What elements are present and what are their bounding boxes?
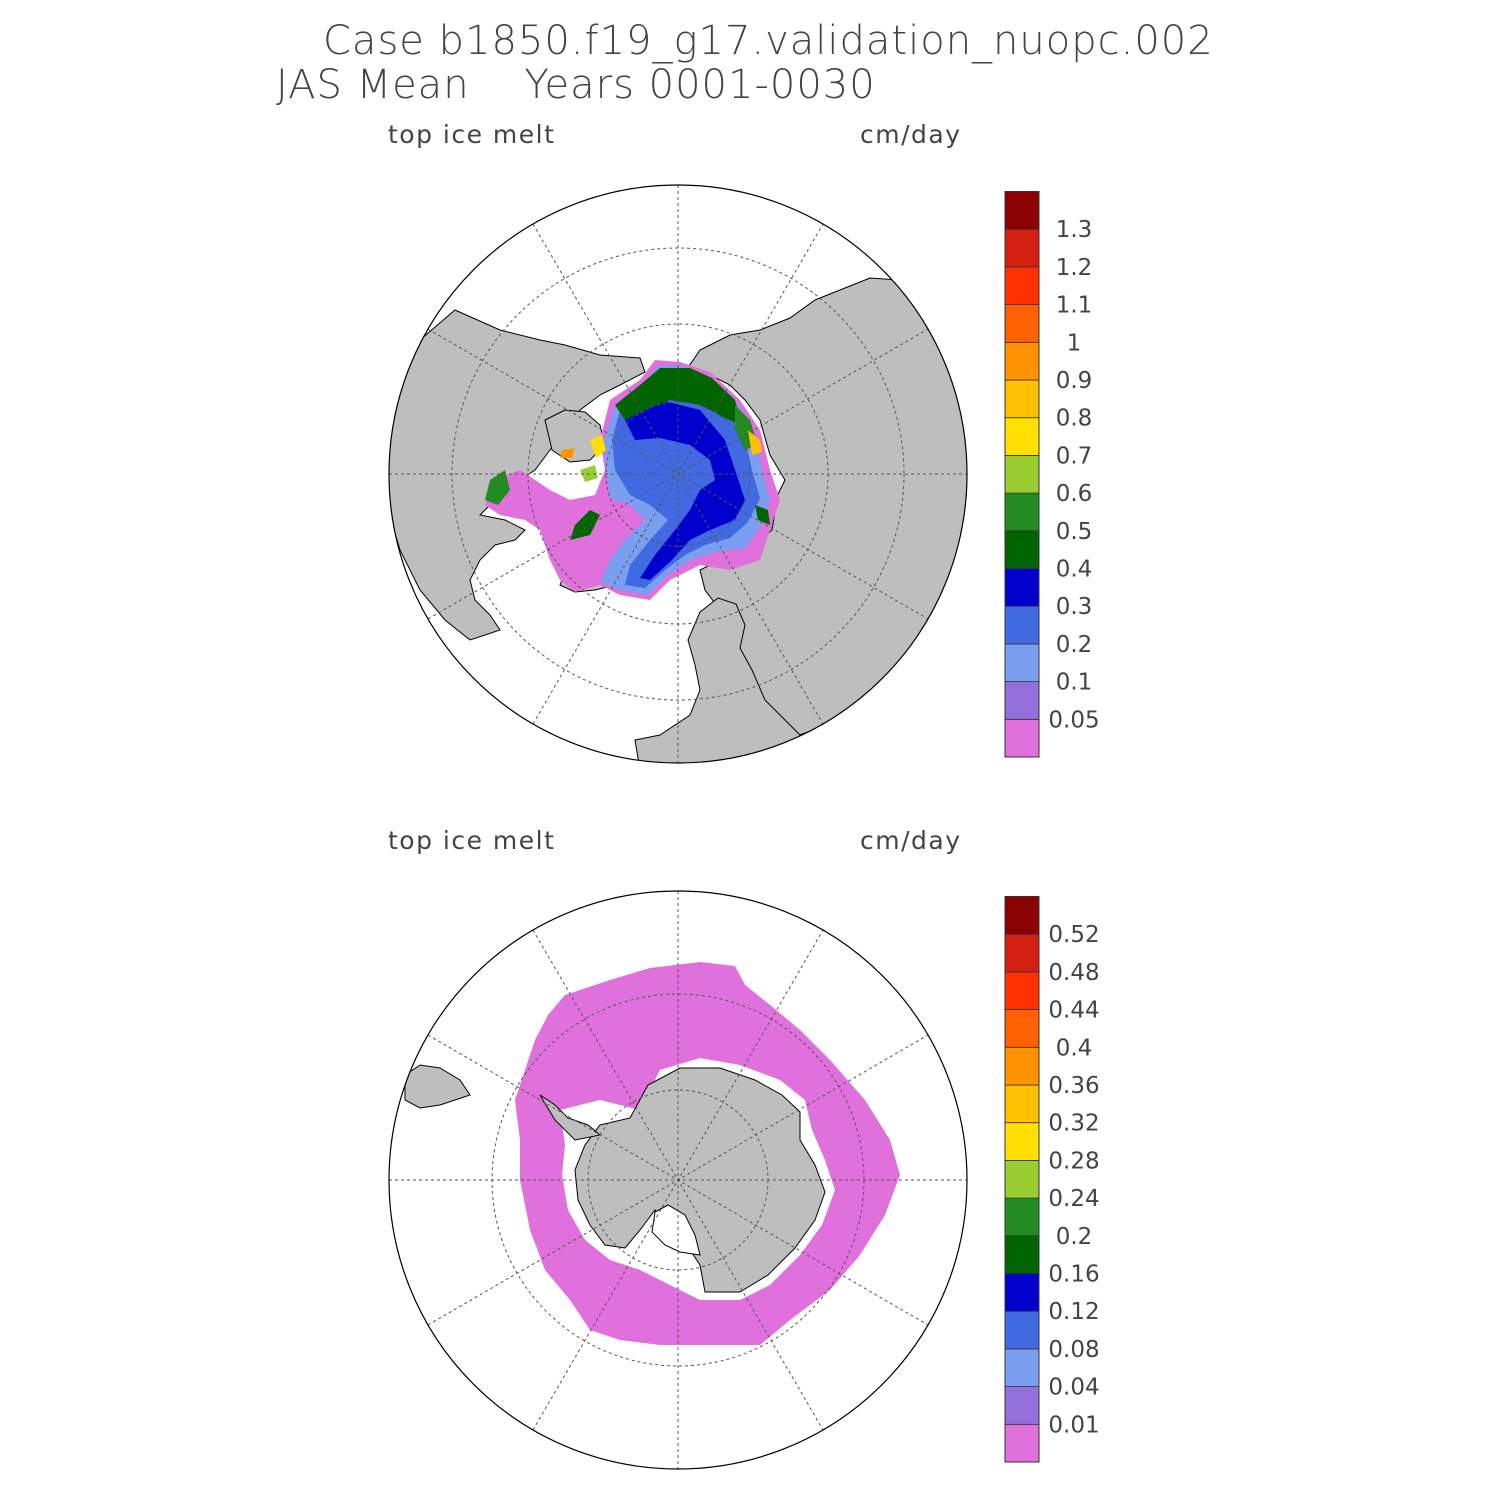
south-antarctic-peninsula bbox=[539, 1094, 602, 1141]
colorbar-tick-label: 0.36 bbox=[1048, 1073, 1099, 1099]
colorbar-swatch bbox=[1004, 568, 1040, 607]
colorbar-tick-label: 0.52 bbox=[1048, 922, 1099, 948]
colorbar-swatch bbox=[1004, 530, 1040, 569]
colorbar-tick-label: 0.8 bbox=[1056, 406, 1093, 432]
colorbar-swatch bbox=[1004, 1009, 1040, 1048]
colorbar-swatch bbox=[1004, 1423, 1040, 1463]
colorbar-frame bbox=[1004, 896, 1040, 1463]
colorbar-swatch bbox=[1004, 266, 1040, 305]
colorbar-frame bbox=[1004, 191, 1040, 758]
colorbar-tick-label: 1.3 bbox=[1056, 217, 1093, 243]
north-colorbar: 0.05 0.1 0.2 0.3 0.4 0.5 0.6 0.7 0.8 0.9 1 1.1 1.2 1.… bbox=[1004, 191, 1100, 758]
title-period: JAS Mean Years 0001-0030 bbox=[276, 62, 876, 108]
south-colorbar: 0.01 0.04 0.08 0.12 0.16 0.2 0.24 0.28 0.32 0.36 0… bbox=[1004, 896, 1100, 1463]
colorbar-swatch bbox=[1004, 1046, 1040, 1086]
colorbar-swatch bbox=[1004, 191, 1040, 230]
north-ice-yellow-caa bbox=[590, 435, 606, 458]
colorbar-tick-label: 0.08 bbox=[1048, 1337, 1099, 1363]
north-ice-green-baffin bbox=[485, 470, 510, 505]
colorbar-tick-label: 0.1 bbox=[1056, 670, 1093, 696]
colorbar-swatch bbox=[1004, 896, 1040, 935]
colorbar-swatch bbox=[1004, 1235, 1040, 1274]
colorbar-tick-label: 1.2 bbox=[1056, 255, 1093, 281]
colorbar-tick-label: 0.28 bbox=[1048, 1148, 1099, 1174]
north-polar-map bbox=[388, 184, 968, 764]
colorbar-tick-label: 0.44 bbox=[1048, 998, 1099, 1024]
colorbar-swatch bbox=[1004, 1386, 1040, 1425]
north-variable-label: top ice melt bbox=[388, 120, 556, 149]
colorbar-swatch bbox=[1004, 454, 1040, 494]
colorbar-swatch bbox=[1004, 1197, 1040, 1237]
colorbar-swatch bbox=[1004, 1160, 1040, 1199]
colorbar-swatch bbox=[1004, 341, 1040, 381]
colorbar-tick-label: 0.04 bbox=[1048, 1375, 1099, 1401]
colorbar-tick-label: 0.12 bbox=[1048, 1299, 1099, 1325]
colorbar-tick-label: 0.9 bbox=[1056, 368, 1093, 394]
south-units-label: cm/day bbox=[860, 826, 962, 855]
south-ross-shelf bbox=[651, 1204, 701, 1256]
colorbar-tick-label: 0.48 bbox=[1048, 960, 1099, 986]
colorbar-swatch bbox=[1004, 605, 1040, 645]
colorbar-swatch bbox=[1004, 1348, 1040, 1388]
colorbar-swatch bbox=[1004, 1310, 1040, 1350]
colorbar-swatch bbox=[1004, 417, 1040, 456]
colorbar-swatch bbox=[1004, 933, 1040, 973]
south-landmass-south-america bbox=[404, 1064, 471, 1109]
south-variable-label: top ice melt bbox=[388, 826, 556, 855]
colorbar-tick-label: 0.4 bbox=[1056, 1035, 1093, 1061]
north-ice-green-left bbox=[570, 510, 600, 540]
title-case: Case b1850.f19_g17.validation_nuopc.002 bbox=[323, 18, 1214, 64]
colorbar-swatch bbox=[1004, 681, 1040, 720]
colorbar-swatch bbox=[1004, 1273, 1040, 1312]
colorbar-tick-label: 0.24 bbox=[1048, 1186, 1099, 1212]
north-ice-inner bbox=[632, 442, 705, 490]
south-landmass-antarctica bbox=[574, 1067, 826, 1293]
colorbar-swatch bbox=[1004, 228, 1040, 268]
colorbar-swatch bbox=[1004, 492, 1040, 532]
north-ice-yellow-east bbox=[748, 430, 762, 455]
colorbar-tick-label: 0.32 bbox=[1048, 1111, 1099, 1137]
colorbar-swatch bbox=[1004, 971, 1040, 1011]
colorbar-tick-label: 0.3 bbox=[1056, 594, 1093, 620]
colorbar-tick-label: 0.4 bbox=[1056, 557, 1093, 583]
colorbar-tick-label: 0.05 bbox=[1048, 707, 1099, 733]
colorbar-tick-label: 0.2 bbox=[1056, 1224, 1093, 1250]
north-ice-green-kara bbox=[755, 505, 770, 525]
colorbar-swatch bbox=[1004, 643, 1040, 683]
colorbar-tick-label: 1.1 bbox=[1056, 293, 1093, 319]
north-ice-darkblue bbox=[625, 400, 745, 580]
colorbar-tick-label: 0.01 bbox=[1048, 1412, 1099, 1438]
colorbar-tick-label: 0.2 bbox=[1056, 632, 1093, 658]
colorbar-tick-label: 0.16 bbox=[1048, 1262, 1099, 1288]
colorbar-swatch bbox=[1004, 1084, 1040, 1124]
colorbar-tick-label: 1 bbox=[1067, 330, 1082, 356]
colorbar-tick-label: 0.7 bbox=[1056, 443, 1093, 469]
colorbar-swatch bbox=[1004, 718, 1040, 758]
colorbar-swatch bbox=[1004, 379, 1040, 419]
colorbar-swatch bbox=[1004, 1122, 1040, 1161]
colorbar-tick-label: 0.5 bbox=[1056, 519, 1093, 545]
colorbar-tick-label: 0.6 bbox=[1056, 481, 1093, 507]
colorbar-swatch bbox=[1004, 304, 1040, 343]
south-polar-map bbox=[388, 890, 968, 1470]
north-units-label: cm/day bbox=[860, 120, 962, 149]
north-ice-orange-caa bbox=[560, 448, 575, 458]
